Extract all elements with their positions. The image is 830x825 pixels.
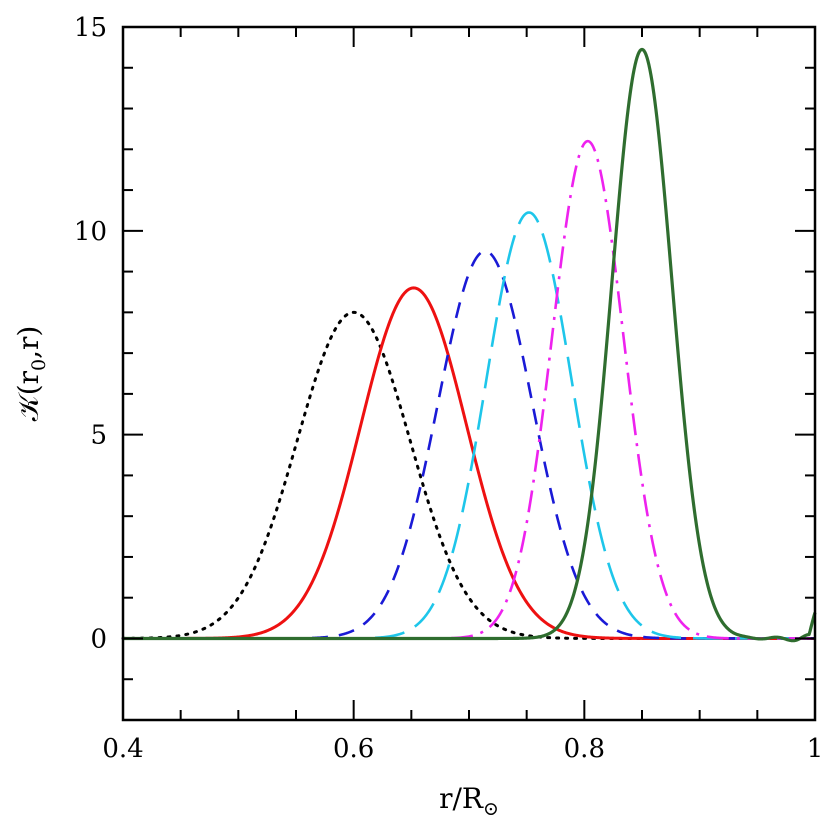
y-tick-label: 5 — [90, 421, 107, 451]
y-axis-label-sub: 0 — [28, 359, 50, 371]
y-tick-label: 0 — [90, 624, 107, 654]
plot-frame — [121, 25, 817, 722]
x-axis-label-main: r/R — [439, 782, 484, 815]
kernel-curve-6 — [122, 47, 817, 643]
x-axis-label-sub: ⊙ — [483, 798, 499, 820]
y-axis-label-post: ,r) — [12, 326, 45, 359]
kernel-curve-5 — [122, 139, 816, 640]
kernel-curve-1 — [121, 310, 817, 640]
x-tick-label: 0.8 — [564, 734, 605, 764]
ticks-layer — [122, 26, 816, 721]
x-axis-label: r/R⊙ — [439, 782, 499, 820]
y-tick-label: 15 — [74, 13, 107, 43]
y-axis-label: 𝒦(r0,r) — [12, 326, 50, 422]
kernel-curve-2 — [122, 286, 816, 640]
x-tick-label: 0.6 — [333, 734, 374, 764]
y-tick-label: 10 — [74, 217, 107, 247]
y-axis-label-pre: 𝒦(r — [12, 370, 45, 421]
kernel-curve-4 — [122, 211, 816, 640]
x-tick-label: 1 — [807, 734, 824, 764]
curves-layer — [121, 47, 817, 643]
x-tick-label: 0.4 — [102, 734, 143, 764]
kernel-curve-3 — [122, 249, 816, 640]
